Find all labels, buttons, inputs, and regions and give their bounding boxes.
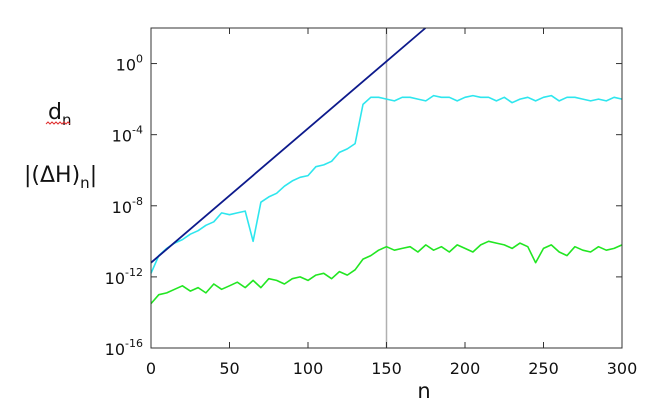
x-tick-label: 200 xyxy=(450,359,481,378)
x-tick-label: 50 xyxy=(219,359,239,378)
x-tick-label: 0 xyxy=(146,359,156,378)
x-axis-title: n xyxy=(417,379,430,403)
y-tick-exponent: 0 xyxy=(136,53,143,66)
y-tick-base: 10 xyxy=(112,127,132,146)
y-label-dh-sub: n xyxy=(80,174,90,192)
y-tick-label: 100 xyxy=(116,53,143,75)
spellcheck-squiggle xyxy=(45,121,71,125)
y-label-dh-prefix: |(ΔH) xyxy=(24,163,80,188)
y-label-dh-suffix: | xyxy=(90,163,97,188)
y-tick-label: 10-8 xyxy=(112,195,143,217)
y-tick-base: 10 xyxy=(105,340,125,359)
series-line-1 xyxy=(150,94,623,274)
x-tick-label: 300 xyxy=(607,359,638,378)
y-label-d-main: d xyxy=(48,100,62,125)
y-tick-exponent: -8 xyxy=(132,195,143,208)
y-label-d-sub: n xyxy=(62,111,72,129)
series-layer xyxy=(150,27,623,348)
x-axis: 0 50 100 150 200 250 300 xyxy=(146,28,637,378)
y-tick-label: 10-16 xyxy=(105,337,143,359)
x-tick-label: 150 xyxy=(371,359,402,378)
y-tick-exponent: -12 xyxy=(125,266,143,279)
y-tick-base: 10 xyxy=(105,269,125,288)
reference-fit-line xyxy=(150,27,427,264)
series-line-2 xyxy=(150,240,623,305)
y-tick-exponent: -4 xyxy=(132,124,143,137)
x-tick-label: 250 xyxy=(528,359,559,378)
y-tick-label: 10-4 xyxy=(112,124,143,146)
x-tick-label: 100 xyxy=(293,359,324,378)
y-tick-base: 10 xyxy=(116,56,136,75)
y-tick-base: 10 xyxy=(112,198,132,217)
y-label-dh: |(ΔH)n| xyxy=(24,163,97,192)
y-tick-exponent: -16 xyxy=(125,337,143,350)
y-tick-label: 10-12 xyxy=(105,266,143,288)
y-label-d: dn xyxy=(48,100,71,129)
